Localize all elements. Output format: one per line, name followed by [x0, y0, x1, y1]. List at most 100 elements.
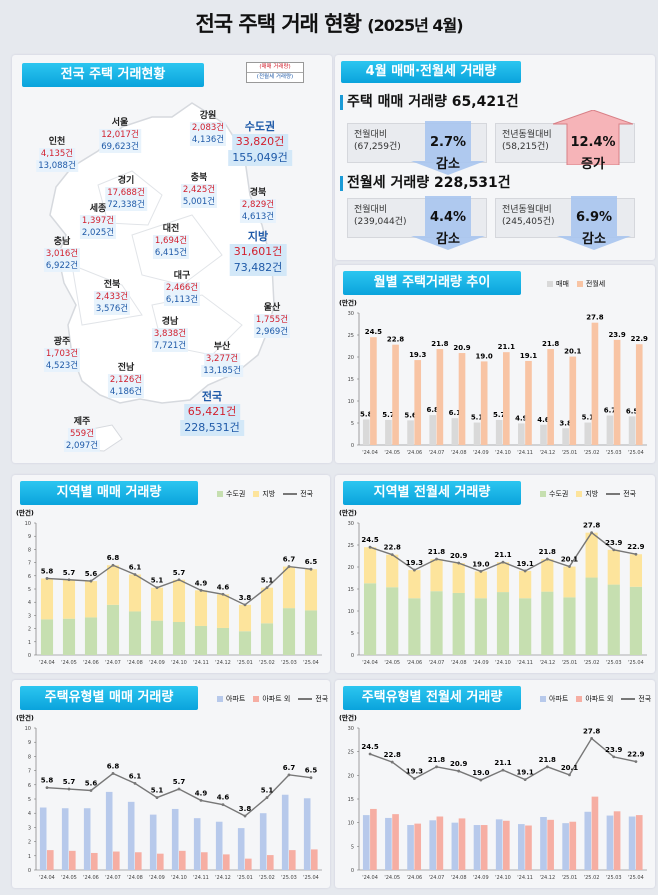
bar-지방	[386, 554, 399, 588]
y-tick-label: 5	[28, 587, 31, 593]
region-rent: 13,185건	[201, 365, 243, 377]
data-label: 21.8	[428, 756, 445, 764]
region-rent: 2,025건	[79, 227, 117, 239]
bar-수도권	[304, 610, 318, 655]
line-point	[590, 737, 594, 740]
data-label: 6.8	[107, 762, 120, 770]
data-label: 5.7	[63, 778, 76, 786]
bar-수도권	[216, 627, 230, 655]
chart-legend: 아파트 아파트 외 전국	[540, 694, 651, 704]
data-label: 5.8	[41, 777, 54, 785]
bar-지방	[408, 570, 421, 599]
legend-swatch	[576, 281, 583, 287]
y-tick-label: 10	[25, 726, 31, 732]
data-label: 24.5	[365, 328, 382, 336]
x-tick-label: '24.12	[539, 450, 555, 456]
line-point	[612, 548, 616, 552]
legend-line	[298, 698, 313, 700]
region-label: 제주 559건 2,097건	[63, 416, 101, 452]
bar-아파트	[281, 794, 289, 870]
legend-label: 아파트	[549, 695, 569, 703]
legend-item: 전월세	[576, 279, 606, 289]
data-label: 24.5	[361, 536, 378, 544]
monthly-chart-panel: 월별 주택거래량 추이 매매 전월세 (만건) 0 5 10 15 20 25 30 '24.04 '2…	[335, 265, 655, 463]
line-point	[545, 557, 549, 561]
bar-아파트 외	[591, 796, 599, 870]
region-sale: 31,601건	[229, 244, 287, 260]
line-point	[523, 569, 527, 573]
region-sale: 2,829건	[239, 199, 277, 211]
data-label: 6.1	[449, 409, 462, 417]
region-sale: 1,694건	[152, 235, 190, 247]
region-label: 강원 2,083건 4,136건	[189, 110, 227, 146]
region-rent: 2,097건	[63, 440, 101, 452]
line-point	[568, 773, 571, 777]
data-label: 21.8	[539, 548, 556, 556]
dir: 감소	[436, 157, 460, 172]
total-label: 지방 31,601건 73,482건	[229, 231, 287, 276]
legend-label: 전월세	[585, 280, 606, 288]
bar-아파트 외	[267, 855, 274, 870]
y-tick-label: 6	[28, 574, 31, 580]
bar-아파트	[127, 801, 135, 870]
x-tick-label: '25.02	[584, 660, 600, 666]
x-tick-label: '25.01	[562, 450, 578, 456]
bar-수도권	[260, 623, 274, 655]
data-label: 5.7	[382, 411, 395, 419]
data-label: 20.9	[450, 760, 467, 768]
y-tick-label: 2	[28, 840, 31, 846]
line-point	[133, 573, 137, 576]
chart-legend: 수도권 지방 전국	[217, 489, 313, 499]
bar-지방	[452, 563, 465, 593]
x-tick-label: '24.07	[105, 875, 121, 881]
bar-아파트	[237, 828, 245, 870]
x-tick-label: '24.08	[127, 660, 143, 666]
bar-아파트 외	[47, 850, 54, 870]
title-main: 전국 주택 거래 현황	[195, 12, 361, 36]
line-point	[199, 588, 203, 592]
bar-지방	[519, 570, 532, 599]
region-name: 충북	[190, 173, 208, 183]
region-sale: 3,277건	[203, 353, 241, 365]
line-point	[265, 796, 269, 799]
bar-지방	[172, 579, 186, 622]
legend-item: 수도권	[217, 489, 245, 499]
y-tick-label: 25	[348, 333, 354, 339]
dir: 감소	[582, 232, 606, 247]
bar-전월세	[414, 360, 422, 445]
bar-매매	[385, 419, 392, 445]
x-tick-label: '25.04	[628, 875, 644, 881]
bar-아파트	[259, 813, 267, 870]
y-tick-label: 10	[25, 521, 31, 527]
bar-아파트	[495, 819, 503, 870]
bar-수도권	[541, 591, 554, 655]
legend-label: 매매	[556, 280, 569, 288]
line-point	[155, 586, 159, 590]
bar-수도권	[386, 587, 399, 655]
bar-전월세	[392, 344, 399, 445]
x-tick-label: '25.01	[237, 875, 253, 881]
bar-매매	[628, 416, 636, 445]
x-tick-label: '24.05	[384, 660, 400, 666]
legend-label: 전국	[315, 695, 329, 703]
y-tick-label: 1	[28, 854, 31, 860]
data-label: 4.9	[195, 579, 208, 587]
region-sale: 2,425건	[180, 184, 218, 196]
region-label: 서울 12,017건 69,623건	[99, 117, 141, 153]
bar-매매	[540, 424, 547, 445]
sale-mom-down-arrow: 2.7% 감소	[411, 121, 485, 175]
x-tick-label: '25.03	[281, 660, 297, 666]
x-tick-label: '24.07	[429, 450, 445, 456]
line-point	[545, 765, 549, 769]
region-rent: 228,531건	[180, 420, 244, 436]
line-point	[479, 570, 483, 573]
x-tick-label: '24.12	[539, 660, 555, 666]
chart-svg: (만건) 0 5 10 15 20 25 30 '24.04 '24.05 '24.06 '24.07…	[339, 508, 647, 666]
x-tick-label: '24.08	[451, 875, 467, 881]
x-tick-label: '24.05	[384, 875, 400, 881]
base: (67,259건)	[354, 142, 401, 152]
y-tick-label: 0	[28, 868, 31, 874]
region-rent: 2,969건	[253, 326, 291, 338]
bar-아파트 외	[458, 818, 466, 870]
bar-수도권	[474, 598, 487, 655]
